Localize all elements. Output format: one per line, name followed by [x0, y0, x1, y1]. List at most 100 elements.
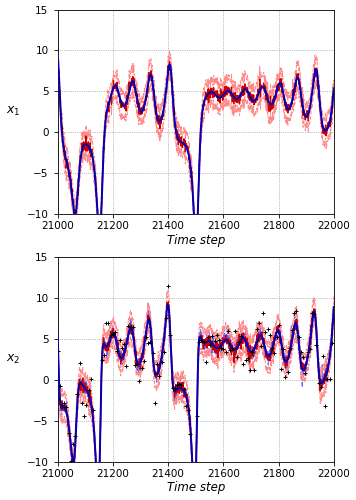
Point: [185, 406, 191, 414]
Point: [70, 440, 76, 448]
Point: [287, 344, 293, 351]
Point: [305, 348, 310, 356]
Point: [329, 339, 335, 347]
Point: [161, 348, 167, 356]
Point: [55, 348, 61, 356]
Point: [199, 336, 204, 344]
Point: [265, 324, 271, 332]
Point: [88, 374, 94, 382]
Point: [92, 460, 98, 468]
Point: [280, 345, 286, 353]
Point: [227, 346, 233, 354]
Point: [241, 360, 246, 368]
Point: [325, 375, 330, 383]
Point: [112, 328, 118, 336]
Point: [101, 351, 107, 359]
Point: [110, 330, 116, 338]
Point: [250, 348, 255, 356]
Point: [134, 360, 140, 368]
Point: [285, 368, 290, 376]
Point: [216, 336, 222, 344]
Point: [201, 338, 206, 345]
Point: [234, 352, 240, 360]
Point: [245, 354, 251, 362]
Point: [272, 350, 277, 358]
Point: [86, 386, 91, 394]
Point: [243, 356, 248, 364]
Point: [219, 344, 224, 351]
Point: [64, 403, 69, 411]
Point: [163, 314, 169, 322]
Point: [145, 340, 151, 347]
Point: [261, 308, 266, 316]
X-axis label: Time step: Time step: [167, 482, 225, 494]
Point: [99, 356, 105, 364]
Point: [196, 338, 202, 346]
Point: [283, 373, 288, 381]
Point: [57, 382, 63, 390]
Point: [247, 366, 253, 374]
X-axis label: Time step: Time step: [167, 234, 225, 246]
Point: [126, 322, 131, 330]
Point: [194, 412, 200, 420]
Point: [320, 352, 326, 360]
Point: [238, 332, 244, 340]
Point: [269, 344, 275, 351]
Point: [323, 402, 328, 409]
Point: [172, 384, 178, 392]
Point: [90, 406, 96, 414]
Point: [97, 471, 103, 479]
Point: [81, 412, 87, 420]
Point: [179, 380, 184, 388]
Point: [232, 328, 237, 336]
Point: [68, 456, 74, 464]
Point: [294, 307, 299, 315]
Point: [292, 309, 297, 317]
Point: [165, 282, 171, 290]
Point: [190, 460, 195, 468]
Point: [267, 331, 273, 339]
Point: [121, 340, 127, 348]
Point: [314, 340, 319, 348]
Y-axis label: $x_2$: $x_2$: [6, 353, 20, 366]
Point: [106, 319, 111, 327]
Point: [205, 333, 211, 341]
Point: [303, 370, 308, 378]
Point: [152, 400, 158, 407]
Point: [210, 332, 215, 340]
Point: [72, 432, 78, 440]
Point: [84, 401, 89, 409]
Point: [132, 362, 138, 370]
Point: [263, 328, 268, 336]
Point: [318, 383, 324, 391]
Point: [59, 400, 65, 408]
Point: [119, 344, 125, 352]
Point: [114, 346, 120, 354]
Point: [252, 366, 257, 374]
Point: [157, 372, 162, 380]
Point: [95, 498, 100, 500]
Point: [139, 364, 145, 372]
Point: [66, 429, 72, 437]
Point: [256, 319, 262, 327]
Point: [327, 376, 333, 384]
Point: [168, 330, 173, 338]
Point: [150, 348, 156, 356]
Point: [236, 338, 242, 346]
Point: [61, 400, 67, 407]
Point: [316, 379, 321, 387]
Point: [298, 348, 304, 356]
Point: [75, 390, 80, 398]
Point: [276, 321, 282, 329]
Point: [289, 326, 295, 334]
Point: [311, 310, 317, 318]
Point: [137, 377, 142, 385]
Point: [296, 333, 302, 341]
Point: [79, 398, 85, 406]
Point: [77, 359, 83, 367]
Point: [274, 333, 279, 341]
Point: [225, 326, 231, 334]
Point: [258, 342, 264, 350]
Point: [214, 330, 220, 338]
Point: [230, 344, 235, 351]
